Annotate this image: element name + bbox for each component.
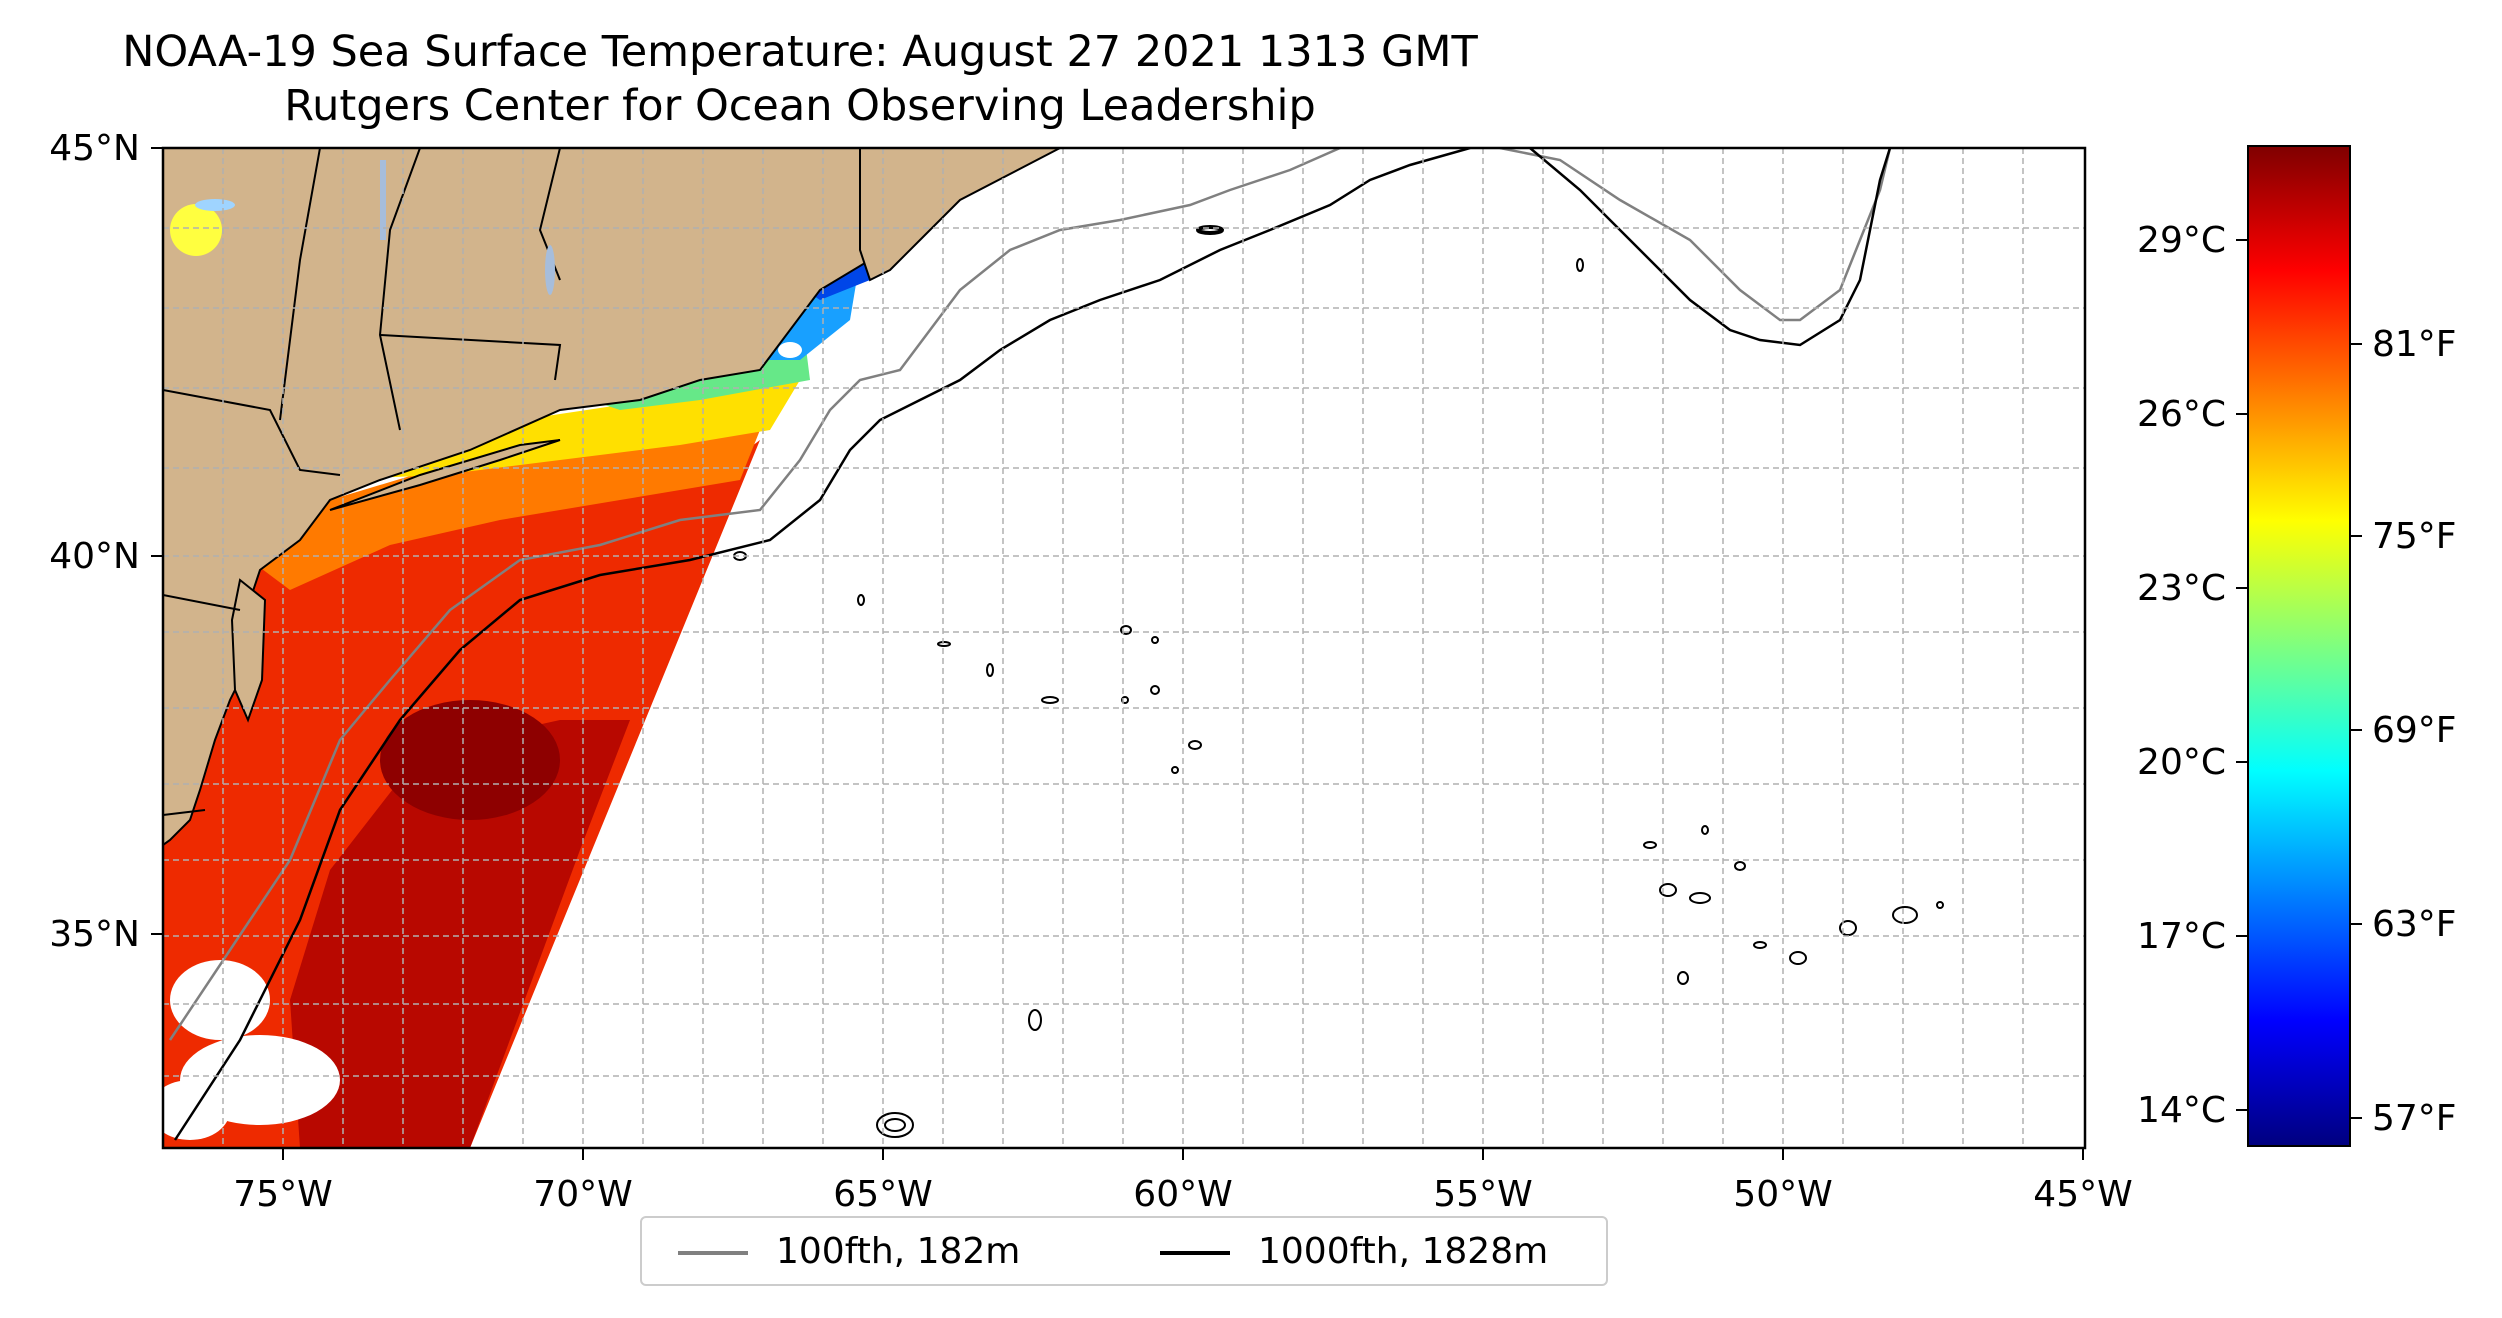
lat-label-40n: 40°N xyxy=(49,536,140,577)
colorbar-label-23c: 23°C xyxy=(2137,568,2226,609)
land-north-america xyxy=(163,148,1061,847)
legend-label-100fth: 100fth, 182m xyxy=(776,1231,1021,1272)
colorbar xyxy=(2247,145,2351,1147)
isobath-100fth xyxy=(168,148,1341,1041)
colorbar-label-63f: 63°F xyxy=(2372,904,2457,945)
isobath-1000fth xyxy=(173,148,1471,1141)
axis-ticks xyxy=(151,147,2084,1160)
colorbar-label-26c: 26°C xyxy=(2137,394,2226,435)
land-long-island xyxy=(329,439,561,511)
lat-label-35n: 35°N xyxy=(49,914,140,955)
gridlines xyxy=(163,148,2085,1148)
seamounts xyxy=(733,225,1944,1138)
colorbar-label-20c: 20°C xyxy=(2137,742,2226,783)
lon-label-45w: 45°W xyxy=(2033,1174,2132,1215)
legend: 100fth, 182m 1000fth, 1828m xyxy=(640,1216,1608,1286)
lat-label-45n: 45°N xyxy=(49,128,140,169)
land-delmarva xyxy=(230,578,267,723)
colorbar-label-69f: 69°F xyxy=(2372,710,2457,751)
sst-hot-core xyxy=(380,700,560,820)
legend-line-100fth xyxy=(678,1251,748,1255)
colorbar-label-14c: 14°C xyxy=(2137,1090,2226,1131)
colorbar-label-81f: 81°F xyxy=(2372,324,2457,365)
map-title: NOAA-19 Sea Surface Temperature: August … xyxy=(122,27,1478,77)
legend-line-1000fth xyxy=(1160,1251,1230,1255)
colorbar-ticks xyxy=(2236,239,2362,1119)
colorbar-label-75f: 75°F xyxy=(2372,516,2457,557)
legend-label-1000fth: 1000fth, 1828m xyxy=(1258,1231,1549,1272)
lon-label-70w: 70°W xyxy=(533,1174,632,1215)
lon-label-65w: 65°W xyxy=(833,1174,932,1215)
map-frame xyxy=(161,146,2087,1150)
colorbar-label-29c: 29°C xyxy=(2137,220,2226,261)
sst-orange-band xyxy=(250,430,760,590)
sst-gulfstream-core xyxy=(290,720,630,1148)
isobath-100fth-north xyxy=(1499,148,1892,322)
lon-label-75w: 75°W xyxy=(233,1174,332,1215)
lon-label-55w: 55°W xyxy=(1433,1174,1532,1215)
isobath-1000fth-north xyxy=(1529,148,1892,347)
land-nova-scotia xyxy=(859,148,1061,282)
colorbar-label-57f: 57°F xyxy=(2372,1098,2457,1139)
lakes xyxy=(170,160,555,295)
colorbar-label-17c: 17°C xyxy=(2137,916,2226,957)
lon-label-50w: 50°W xyxy=(1733,1174,1832,1215)
map-subtitle: Rutgers Center for Ocean Observing Leade… xyxy=(284,81,1316,131)
lon-label-60w: 60°W xyxy=(1133,1174,1232,1215)
